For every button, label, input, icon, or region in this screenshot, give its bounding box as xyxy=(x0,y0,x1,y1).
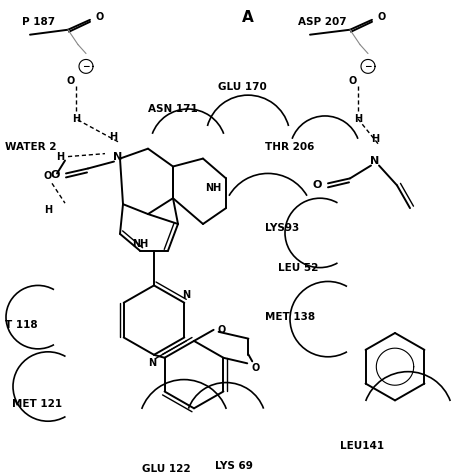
Text: ASP 207: ASP 207 xyxy=(298,17,346,27)
Text: LYS 69: LYS 69 xyxy=(215,461,253,471)
Text: T 118: T 118 xyxy=(5,320,37,330)
Text: H: H xyxy=(44,205,52,215)
Text: N: N xyxy=(113,152,123,162)
Text: MET 138: MET 138 xyxy=(265,312,315,322)
Text: O: O xyxy=(96,12,104,22)
Text: GLU 122: GLU 122 xyxy=(142,464,191,474)
Text: H: H xyxy=(354,114,362,124)
Text: LEU 52: LEU 52 xyxy=(278,263,319,273)
Text: THR 206: THR 206 xyxy=(265,142,314,152)
Text: WATER 2: WATER 2 xyxy=(5,142,56,152)
Text: A: A xyxy=(242,10,254,25)
Text: O: O xyxy=(218,325,226,335)
Text: NH: NH xyxy=(205,183,221,193)
Text: MET 121: MET 121 xyxy=(12,400,62,410)
Text: GLU 170: GLU 170 xyxy=(218,82,267,92)
Text: ASN 171: ASN 171 xyxy=(148,104,198,114)
Text: −: − xyxy=(82,62,90,71)
Text: N: N xyxy=(370,155,380,165)
Text: O: O xyxy=(50,171,60,181)
Text: H: H xyxy=(109,132,117,142)
Text: O: O xyxy=(349,76,357,86)
Text: H: H xyxy=(56,152,64,162)
Text: O: O xyxy=(251,363,259,374)
Text: LYS93: LYS93 xyxy=(265,223,299,233)
Text: N: N xyxy=(148,358,156,368)
Text: O: O xyxy=(312,180,322,191)
Text: NH: NH xyxy=(132,239,148,249)
Text: −: − xyxy=(364,62,372,71)
Text: O: O xyxy=(378,12,386,22)
Text: H: H xyxy=(371,134,379,144)
Text: N: N xyxy=(182,290,191,300)
Text: O: O xyxy=(67,76,75,86)
Text: P 187: P 187 xyxy=(22,17,55,27)
Text: LEU141: LEU141 xyxy=(340,441,384,451)
Text: O: O xyxy=(44,172,52,182)
Text: H: H xyxy=(72,114,80,124)
